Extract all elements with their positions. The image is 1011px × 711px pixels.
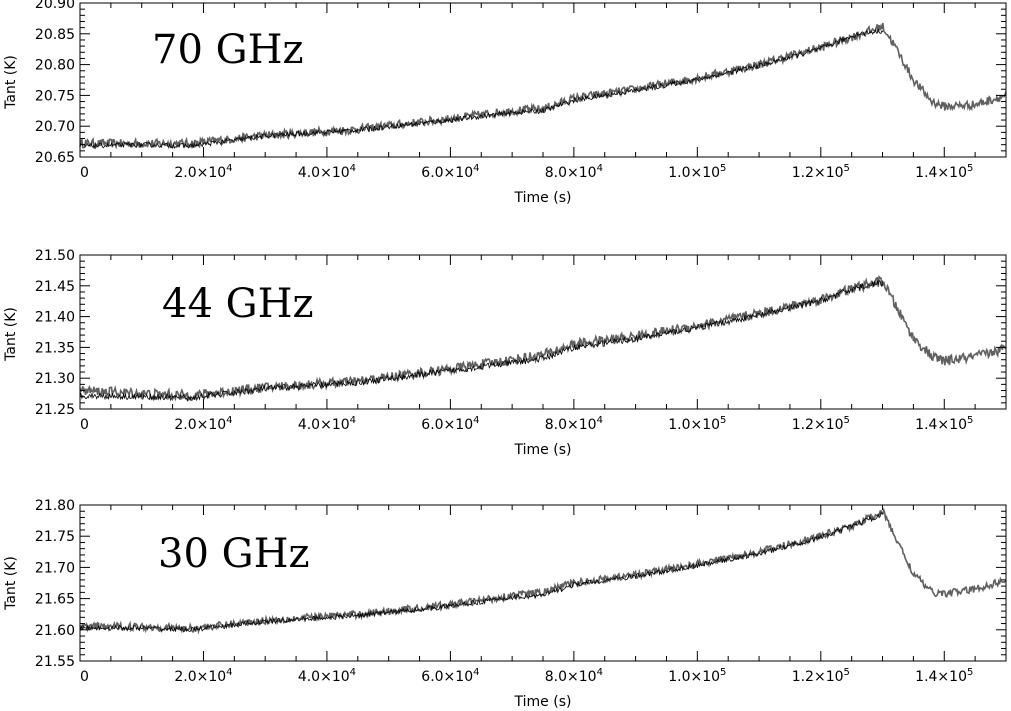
tick-label: 2.0×104 bbox=[174, 415, 232, 433]
tick-label: 1.0×105 bbox=[668, 415, 726, 433]
tick-label: 6.0×104 bbox=[421, 667, 479, 685]
tick-label: 21.70 bbox=[35, 560, 75, 576]
tick-label: 2.0×104 bbox=[174, 667, 232, 685]
series-line bbox=[79, 274, 1007, 402]
panel-30ghz: 30 GHz Time (s) Tant (K) 0 2.0×104 4.0×104… bbox=[3, 498, 1007, 710]
tick-label: 6.0×104 bbox=[421, 163, 479, 181]
tick-label: 6.0×104 bbox=[421, 415, 479, 433]
y-axis-title: Tant (K) bbox=[3, 307, 19, 362]
tick-label: 2.0×104 bbox=[174, 163, 232, 181]
series-line bbox=[79, 512, 883, 633]
tick-label: 1.0×105 bbox=[668, 163, 726, 181]
series-line bbox=[79, 28, 884, 150]
tick-label: 20.80 bbox=[35, 58, 75, 74]
tick-label: 20.70 bbox=[35, 119, 75, 135]
tick-label: 21.35 bbox=[35, 340, 75, 356]
panel-label: 44 GHz bbox=[162, 281, 314, 327]
tick-label: 1.2×105 bbox=[792, 163, 850, 181]
tick-label: 21.25 bbox=[35, 402, 75, 418]
series-line bbox=[79, 22, 1007, 150]
tick-label: 20.65 bbox=[35, 150, 75, 166]
tick-label: 21.65 bbox=[35, 592, 75, 608]
tick-label: 8.0×104 bbox=[545, 667, 603, 685]
tick-label: 1.4×105 bbox=[915, 163, 973, 181]
y-axis-title: Tant (K) bbox=[3, 556, 19, 611]
tick-label: 1.2×105 bbox=[792, 667, 850, 685]
tick-label: 8.0×104 bbox=[545, 163, 603, 181]
panel-label: 30 GHz bbox=[158, 531, 310, 577]
tick-label: 21.40 bbox=[35, 310, 75, 326]
tick-label: 20.75 bbox=[35, 88, 75, 104]
tick-label: 21.60 bbox=[35, 623, 75, 639]
tick-label: 0 bbox=[80, 165, 89, 181]
tick-label: 21.30 bbox=[35, 371, 75, 387]
tick-label: 4.0×104 bbox=[298, 163, 356, 181]
tick-label: 20.90 bbox=[35, 0, 75, 12]
tick-label: 1.4×105 bbox=[915, 667, 973, 685]
panel-label: 70 GHz bbox=[152, 27, 304, 73]
tick-label: 4.0×104 bbox=[298, 667, 356, 685]
tick-label: 1.2×105 bbox=[792, 415, 850, 433]
tick-label: 21.55 bbox=[35, 654, 75, 670]
x-axis-title: Time (s) bbox=[514, 190, 572, 206]
tick-label: 21.50 bbox=[35, 248, 75, 264]
tick-label: 1.4×105 bbox=[915, 415, 973, 433]
panel-70ghz: 70 GHz Time (s) Tant (K) 0 2.0×104 4.0×104… bbox=[3, 0, 1007, 206]
y-axis-title: Tant (K) bbox=[3, 55, 19, 110]
tick-label: 0 bbox=[80, 669, 89, 685]
tick-label: 21.45 bbox=[35, 279, 75, 295]
tick-label: 1.0×105 bbox=[668, 667, 726, 685]
tick-label: 4.0×104 bbox=[298, 415, 356, 433]
tick-label: 0 bbox=[80, 417, 89, 433]
x-axis-title: Time (s) bbox=[514, 694, 572, 710]
tick-label: 8.0×104 bbox=[545, 415, 603, 433]
tick-label: 21.75 bbox=[35, 529, 75, 545]
series-line bbox=[79, 279, 884, 402]
x-axis-title: Time (s) bbox=[514, 442, 572, 458]
panel-44ghz: 44 GHz Time (s) Tant (K) 0 2.0×104 4.0×104… bbox=[3, 248, 1007, 458]
tick-label: 21.80 bbox=[35, 498, 75, 514]
tick-label: 20.85 bbox=[35, 27, 75, 43]
